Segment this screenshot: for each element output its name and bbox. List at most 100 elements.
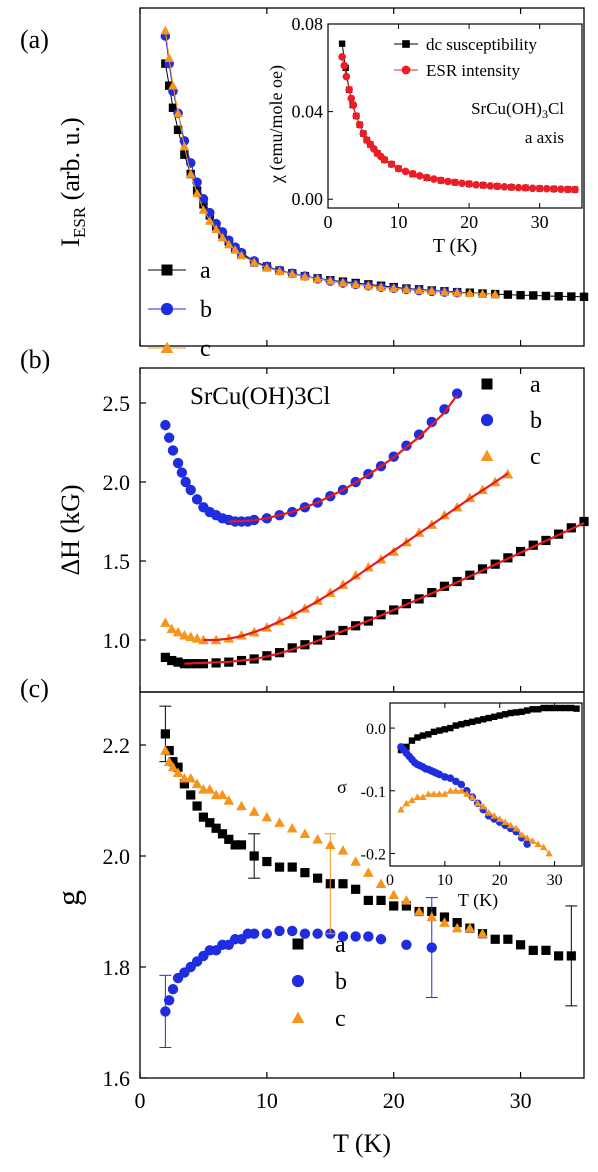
inset-data-point-a <box>485 714 492 722</box>
data-point-a <box>567 292 576 301</box>
data-point-c <box>223 239 234 249</box>
data-point-a <box>198 812 209 822</box>
data-point-a <box>160 729 170 739</box>
x-tick-label: 10 <box>256 1088 278 1113</box>
data-point-c <box>236 250 247 260</box>
data-point-b <box>163 432 175 443</box>
inset-data-point <box>394 164 403 173</box>
annotation-main: SrCu(OH) <box>471 99 542 118</box>
inset-data-point-c <box>545 849 553 857</box>
inset-data-point-c <box>468 793 476 800</box>
inset-annotation: SrCu(OH)3Cl <box>471 99 564 121</box>
data-point-c <box>490 289 501 299</box>
inset-data-point <box>437 176 445 185</box>
annotation-tail: Cl <box>548 99 564 118</box>
data-point-c <box>204 216 215 225</box>
series-c <box>160 25 501 299</box>
data-point-b <box>185 484 196 496</box>
data-point-a <box>541 945 551 955</box>
inset-data-point <box>338 53 346 61</box>
series-c <box>160 468 514 645</box>
inset-data-point-a <box>507 709 514 717</box>
inset-data-point-a <box>502 711 509 718</box>
y-tick-label: 1.8 <box>103 955 131 980</box>
data-point-c <box>439 917 450 927</box>
inset-data-point-a <box>551 704 558 712</box>
inset-data-point-a <box>452 722 460 729</box>
data-point-c <box>262 263 272 272</box>
data-point-a <box>579 516 589 527</box>
inset-x-tick-label: 10 <box>390 212 408 232</box>
data-point-b <box>204 207 215 218</box>
data-point-b <box>287 925 298 937</box>
data-point-a <box>503 934 513 944</box>
data-point-c <box>312 834 323 844</box>
data-point-c <box>173 108 183 118</box>
inset-data-point-c <box>413 793 422 800</box>
inset-data-point <box>500 182 509 191</box>
data-point-a <box>566 951 576 961</box>
legend-marker-c <box>480 449 494 462</box>
data-point-a <box>199 200 208 209</box>
data-point-c <box>413 906 425 916</box>
panel-b: 1.0 1.5 2.0 2.5 (b) ΔH (kG) SrCu(OH)3Cl abc <box>20 345 589 693</box>
data-point-b <box>179 136 190 146</box>
legend-marker-c <box>291 1011 305 1024</box>
data-point-c <box>164 53 175 62</box>
inset-x-tick-label: 20 <box>460 212 478 232</box>
inset-data-point <box>564 185 572 194</box>
inset-data-point <box>451 178 459 187</box>
inset-data-point-a <box>414 734 421 741</box>
data-point-c <box>401 895 412 905</box>
data-point-a <box>164 745 174 756</box>
data-point-c <box>324 839 336 850</box>
data-point-b <box>337 931 349 942</box>
chart-annotation: SrCu(OH)3Cl <box>190 383 330 410</box>
fit-curve-c <box>203 472 509 642</box>
data-point-c <box>286 822 298 833</box>
inset-data-point-a <box>562 704 569 712</box>
panel-a-inset: 0 10 20 30 0.00 0.04 0.08 T (K) χ (emu/mole oe) d… <box>266 14 583 257</box>
data-point-a <box>541 291 551 301</box>
inset-data-point <box>465 180 473 188</box>
inset-x-tick-label: 30 <box>531 212 549 232</box>
inset-data-point-c <box>452 787 460 794</box>
inset-data-point-a <box>425 731 432 738</box>
data-point-b <box>451 388 463 399</box>
data-point-b <box>426 942 437 953</box>
data-point-c <box>426 286 437 295</box>
inset-data-point <box>342 72 351 81</box>
y-axis-label-main: I <box>56 238 85 247</box>
data-point-a <box>452 918 462 928</box>
data-point-a <box>168 757 178 767</box>
inset-c-frame <box>389 702 583 867</box>
inset-data-point-c <box>512 824 520 832</box>
inset-data-point-c <box>490 812 498 819</box>
data-point-c <box>451 922 463 933</box>
data-point-c <box>185 631 197 642</box>
data-point-b <box>261 928 273 939</box>
inset-data-point-a <box>430 728 438 736</box>
data-point-c <box>274 817 285 827</box>
inset-data-point-a <box>474 717 481 724</box>
fit-curve-b <box>228 394 458 523</box>
data-point-c <box>350 569 361 580</box>
inset-data-point-c <box>397 805 405 813</box>
data-point-c <box>160 617 171 627</box>
inset-y-tick-label: -0.1 <box>361 784 386 801</box>
legend-label-a: a <box>530 372 541 398</box>
panel-label: (c) <box>20 674 49 703</box>
data-point-a <box>211 823 221 833</box>
inset-legend-label: dc susceptibility <box>426 35 537 54</box>
inset-data-point <box>415 172 424 180</box>
inset-data-point <box>493 182 502 191</box>
data-point-a <box>167 655 177 666</box>
data-point-c <box>192 188 202 198</box>
series-c-line <box>164 30 496 295</box>
data-point-a <box>554 292 563 301</box>
data-point-b <box>160 419 171 431</box>
data-point-a <box>274 862 285 872</box>
data-point-c <box>198 205 209 214</box>
data-point-a <box>186 790 196 800</box>
inset-y-axis-label: χ (emu/mole oe) <box>266 65 287 184</box>
